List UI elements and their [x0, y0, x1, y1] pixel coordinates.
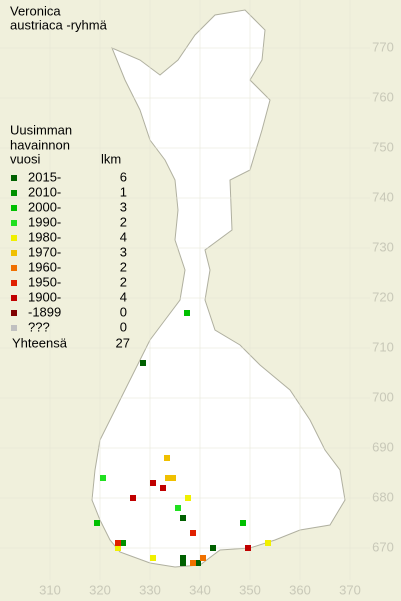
legend-label: 1970-: [28, 244, 61, 259]
observation: [265, 540, 271, 546]
legend-heading: havainnon: [10, 137, 70, 152]
legend-heading: vuosi: [10, 151, 40, 166]
legend-label: ???: [28, 319, 50, 334]
y-tick-label: 690: [372, 439, 394, 454]
legend-swatch: [11, 220, 17, 226]
legend-label: -1899: [28, 304, 61, 319]
legend-swatch: [11, 265, 17, 271]
legend-label: 2000-: [28, 199, 61, 214]
x-tick-label: 320: [89, 582, 111, 597]
legend-swatch: [11, 175, 17, 181]
observation: [170, 475, 176, 481]
legend-count: 4: [120, 229, 127, 244]
observation: [115, 540, 121, 546]
x-tick-label: 340: [189, 582, 211, 597]
legend-label: 2010-: [28, 184, 61, 199]
y-tick-label: 760: [372, 89, 394, 104]
legend-label: 1900-: [28, 289, 61, 304]
observation: [184, 310, 190, 316]
observation: [175, 505, 181, 511]
observation: [180, 515, 186, 521]
observation: [200, 555, 206, 561]
observation: [190, 560, 196, 566]
legend-count: 6: [120, 169, 127, 184]
legend-count: 3: [120, 244, 127, 259]
legend-heading: Uusimman: [10, 122, 72, 137]
observation: [245, 545, 251, 551]
observation: [130, 495, 136, 501]
title-line: Veronica: [10, 3, 61, 18]
legend-count: 0: [120, 304, 127, 319]
x-tick-label: 370: [339, 582, 361, 597]
y-tick-label: 670: [372, 539, 394, 554]
observation: [140, 360, 146, 366]
legend-label: 2015-: [28, 169, 61, 184]
legend-label: 1980-: [28, 229, 61, 244]
legend-count: 2: [120, 274, 127, 289]
observation: [115, 545, 121, 551]
observation: [160, 485, 166, 491]
y-tick-label: 770: [372, 39, 394, 54]
legend-swatch: [11, 205, 17, 211]
legend-count: 0: [120, 319, 127, 334]
y-tick-label: 730: [372, 239, 394, 254]
x-tick-label: 310: [39, 582, 61, 597]
legend-label: 1960-: [28, 259, 61, 274]
legend-swatch: [11, 250, 17, 256]
observation: [120, 540, 126, 546]
grid: [0, 0, 370, 580]
legend-swatch: [11, 295, 17, 301]
legend-swatch: [11, 325, 17, 331]
x-tick-label: 330: [139, 582, 161, 597]
y-tick-label: 680: [372, 489, 394, 504]
observation: [164, 455, 170, 461]
legend-count: 4: [120, 289, 127, 304]
total-count: 27: [116, 335, 130, 350]
y-tick-label: 710: [372, 339, 394, 354]
legend-count: 2: [120, 259, 127, 274]
observation: [165, 475, 171, 481]
legend-heading: lkm: [101, 151, 121, 166]
legend-swatch: [11, 190, 17, 196]
legend-count: 1: [120, 184, 127, 199]
observation: [210, 545, 216, 551]
title-line: austriaca -ryhmä: [10, 17, 108, 32]
observation: [195, 560, 201, 566]
observation: [150, 555, 156, 561]
observation: [94, 520, 100, 526]
y-tick-label: 700: [372, 389, 394, 404]
observation: [100, 475, 106, 481]
legend-swatch: [11, 280, 17, 286]
legend-swatch: [11, 310, 17, 316]
y-tick-label: 740: [372, 189, 394, 204]
y-tick-label: 720: [372, 289, 394, 304]
observation: [180, 560, 186, 566]
legend-count: 3: [120, 199, 127, 214]
total-label: Yhteensä: [12, 335, 68, 350]
legend-label: 1950-: [28, 274, 61, 289]
legend-swatch: [11, 235, 17, 241]
legend-count: 2: [120, 214, 127, 229]
observation: [150, 480, 156, 486]
observation: [240, 520, 246, 526]
legend-label: 1990-: [28, 214, 61, 229]
x-tick-label: 350: [239, 582, 261, 597]
x-tick-label: 360: [289, 582, 311, 597]
observation: [185, 495, 191, 501]
observation: [190, 530, 196, 536]
y-tick-label: 750: [372, 139, 394, 154]
observation: [180, 555, 186, 561]
